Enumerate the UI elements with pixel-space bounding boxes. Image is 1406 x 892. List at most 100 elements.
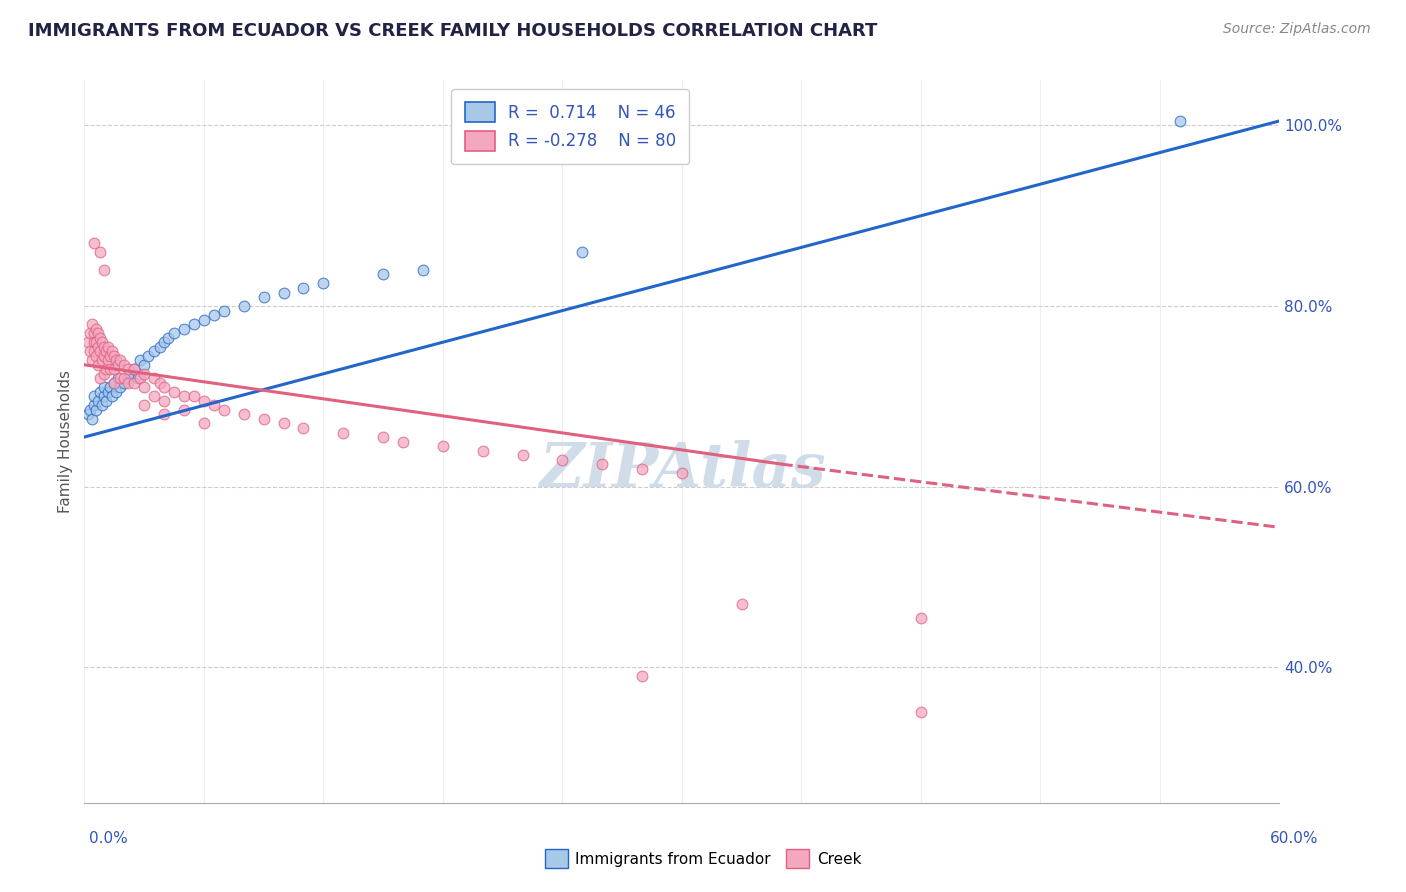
Point (77, 335, 100, 350)
Point (83, 389, 105, 403)
Y-axis label: Family Households: Family Households (58, 370, 73, 513)
Point (202, 308, 225, 322)
Point (127, 371, 149, 385)
Point (163, 326, 186, 341)
Point (292, 421, 315, 435)
Point (412, 263, 434, 277)
Point (193, 312, 215, 326)
Point (86, 349, 108, 363)
Point (112, 371, 135, 385)
Point (98, 362, 121, 376)
Point (731, 597, 754, 611)
Point (89, 384, 111, 399)
Point (83, 326, 105, 341)
Point (173, 321, 195, 335)
Point (98, 349, 121, 363)
Point (157, 331, 180, 345)
Point (122, 376, 145, 390)
Point (173, 389, 195, 403)
Point (77, 408, 100, 422)
Point (101, 344, 124, 359)
Point (103, 349, 125, 363)
Point (87, 358, 110, 372)
Text: IMMIGRANTS FROM ECUADOR VS CREEK FAMILY HOUSEHOLDS CORRELATION CHART: IMMIGRANTS FROM ECUADOR VS CREEK FAMILY … (28, 22, 877, 40)
Point (193, 393, 215, 408)
Point (143, 389, 166, 403)
Point (97, 384, 120, 399)
Point (83, 235, 105, 250)
Point (671, 466, 693, 480)
Point (96, 362, 118, 376)
Point (79, 403, 101, 417)
Point (89, 344, 111, 359)
Point (89, 244, 111, 259)
Point (117, 362, 139, 376)
Point (93, 263, 115, 277)
Point (149, 340, 172, 354)
Point (332, 425, 354, 440)
Point (120, 367, 142, 381)
Point (89, 371, 111, 385)
Point (83, 344, 105, 359)
Point (87, 326, 110, 341)
Point (96, 393, 118, 408)
Point (79, 344, 101, 359)
Point (91, 398, 114, 412)
Point (103, 362, 125, 376)
Point (122, 362, 145, 376)
Point (202, 398, 225, 412)
Point (87, 393, 110, 408)
Point (183, 389, 205, 403)
Point (471, 443, 494, 458)
Point (143, 371, 166, 385)
Point (551, 452, 574, 467)
Point (153, 335, 176, 350)
Point (86, 321, 108, 335)
Point (1168, 114, 1191, 128)
Point (107, 371, 129, 385)
Point (132, 358, 156, 372)
Point (122, 362, 145, 376)
Point (83, 398, 105, 412)
Point (910, 610, 932, 624)
Point (110, 371, 132, 385)
Point (93, 340, 115, 354)
Point (273, 417, 295, 431)
Point (212, 303, 235, 318)
Point (591, 457, 613, 471)
Point (173, 403, 195, 417)
Point (512, 448, 534, 462)
Point (253, 290, 276, 304)
Point (312, 277, 335, 291)
Point (117, 376, 139, 390)
Point (129, 353, 152, 368)
Point (79, 326, 101, 341)
Legend: Immigrants from Ecuador, Creek: Immigrants from Ecuador, Creek (537, 841, 869, 875)
Point (136, 349, 159, 363)
Text: 0.0%: 0.0% (89, 831, 128, 846)
Point (112, 358, 135, 372)
Point (153, 380, 176, 394)
Point (132, 380, 156, 394)
Point (232, 299, 254, 313)
Point (93, 389, 115, 403)
Point (132, 398, 156, 412)
Point (82, 353, 104, 368)
Point (183, 317, 205, 331)
Point (153, 408, 176, 422)
Point (101, 389, 124, 403)
Text: ZIPAtlas: ZIPAtlas (538, 441, 825, 500)
Point (143, 344, 166, 359)
Point (93, 367, 115, 381)
Point (103, 376, 125, 390)
Point (253, 412, 276, 426)
Point (91, 335, 114, 350)
Point (117, 371, 139, 385)
Point (97, 353, 120, 368)
Point (105, 384, 128, 399)
Point (82, 317, 104, 331)
Point (93, 380, 115, 394)
Text: 60.0%: 60.0% (1271, 831, 1319, 846)
Point (571, 244, 593, 259)
Point (292, 281, 315, 295)
